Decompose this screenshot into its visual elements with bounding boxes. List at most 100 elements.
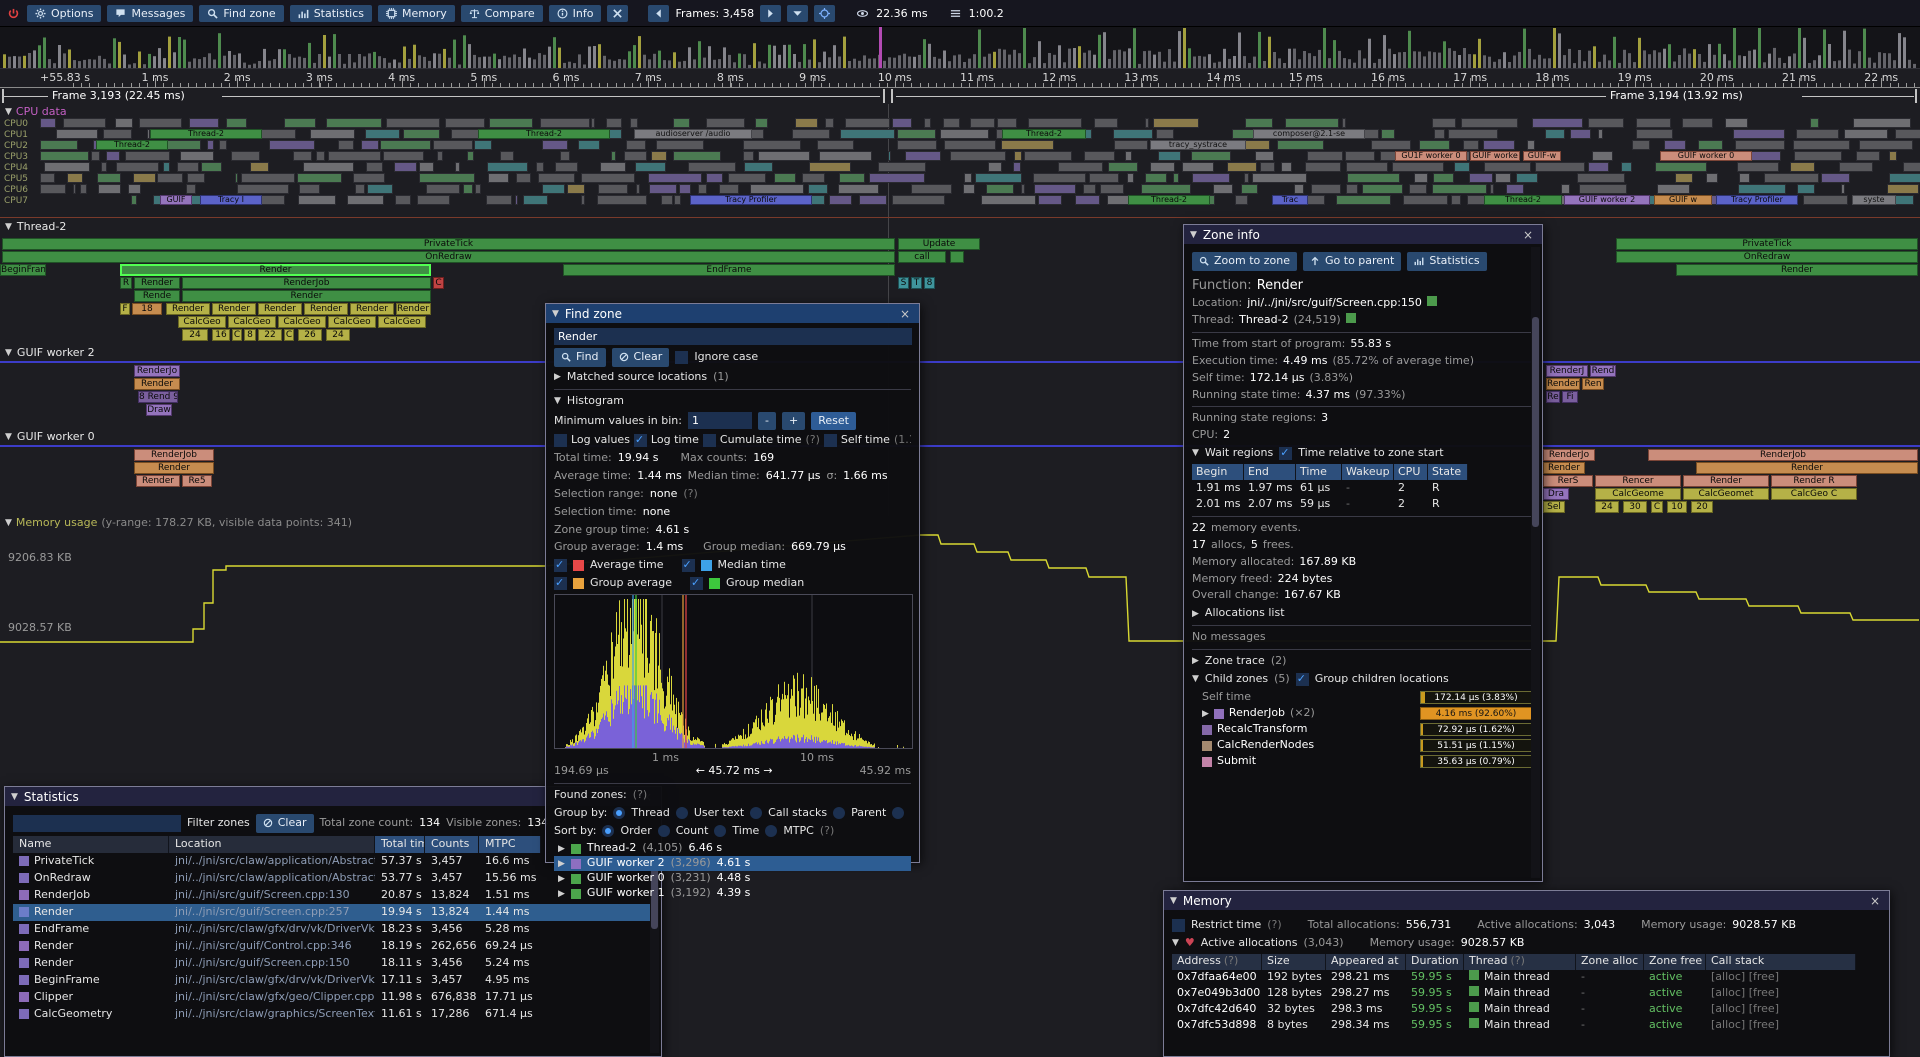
timeline-zone[interactable]: 24 [182, 329, 208, 341]
cpu-activity-segment[interactable] [394, 162, 417, 172]
cpu-activity-segment[interactable] [1089, 173, 1119, 183]
cpu-labeled-segment[interactable]: GUIF worke [1470, 151, 1520, 161]
log-time-checkbox[interactable] [633, 433, 647, 448]
timeline-zone[interactable]: CalcGeo C [1771, 488, 1857, 500]
column-header[interactable]: Size [1262, 953, 1326, 970]
cpu-activity-segment[interactable] [838, 184, 879, 194]
cpu-activity-segment[interactable] [1803, 195, 1848, 205]
cpu-activity-segment[interactable] [1075, 195, 1100, 205]
found-zone-group[interactable]: ▶ GUIF worker 2 (3,296) 4.61 s [554, 856, 911, 872]
clear-button[interactable]: Clear [611, 348, 670, 367]
timeline-zone[interactable]: C [433, 277, 444, 289]
wait-region-row[interactable]: 2.01 ms 2.07 ms 59 µs -2 R [1196, 496, 1440, 510]
cpu-activity-segment[interactable] [1432, 118, 1456, 128]
timeline-zone[interactable]: S [898, 277, 909, 289]
cpu-activity-segment[interactable] [1127, 173, 1134, 183]
radio-option[interactable] [602, 824, 615, 837]
cpu-activity-segment[interactable] [555, 162, 578, 172]
next-frame-button[interactable] [760, 4, 782, 22]
cpu-activity-segment[interactable] [1347, 173, 1400, 183]
table-row[interactable]: RenderJob jni/../jni/src/guif/Screen.cpp:… [13, 887, 653, 904]
collapse-icon[interactable]: ▼ [1190, 229, 1197, 240]
cpu-activity-segment[interactable] [1432, 184, 1487, 194]
timeline-zone[interactable]: Sel [1543, 501, 1565, 513]
cpu-activity-segment[interactable] [1451, 195, 1461, 205]
cpu-activity-segment[interactable] [1844, 129, 1888, 139]
cpu-activity-segment[interactable] [1192, 173, 1230, 183]
timeline-zone[interactable]: OnRedraw [2, 251, 895, 263]
column-header[interactable]: Wakeup [1342, 463, 1394, 480]
timeline-zone[interactable]: C [1651, 501, 1663, 513]
cpu-labeled-segment[interactable]: Thread-2 [478, 129, 610, 139]
memory-usage-header[interactable]: ▼ Memory usage (y-range: 178.27 KB, visi… [5, 516, 353, 529]
allocations-list-header[interactable]: ▶ Allocations list [1192, 606, 1285, 620]
collapse-icon[interactable]: ▼ [552, 308, 559, 319]
cpu-activity-segment[interactable] [1733, 129, 1785, 139]
thread-color-swatch[interactable] [1345, 313, 1356, 324]
column-header[interactable]: Call stack [1706, 953, 1856, 970]
cpu-activity-segment[interactable] [540, 118, 590, 128]
cpu-activity-segment[interactable] [630, 118, 638, 128]
cpu-activity-segment[interactable] [1675, 173, 1693, 183]
cpu-activity-segment[interactable] [1277, 140, 1324, 150]
cpu-data-header[interactable]: ▼ CPU data [5, 105, 67, 118]
cpu-activity-segment[interactable] [328, 151, 381, 161]
cpu-activity-segment[interactable] [1153, 118, 1199, 128]
cpu-activity-segment[interactable] [1469, 173, 1493, 183]
go-to-parent-button[interactable]: Go to parent [1303, 252, 1402, 271]
timeline-zone[interactable]: Render [212, 303, 256, 315]
cpu-activity-segment[interactable] [326, 118, 382, 128]
cpu-activity-segment[interactable] [180, 151, 214, 161]
allocation-row[interactable]: 0x7e049b3d00 128 bytes 298.27 ms 59.95 s Mai… [1172, 986, 1881, 1002]
cpu-activity-segment[interactable] [1038, 195, 1062, 205]
timeline-zone[interactable]: CalcGeomet [1683, 488, 1769, 500]
cpu-activity-segment[interactable] [1889, 173, 1920, 183]
cpu-activity-segment[interactable] [1156, 129, 1174, 139]
cpu-labeled-segment[interactable]: Tracy Profiler [690, 195, 812, 205]
cpu-activity-segment[interactable] [988, 162, 1002, 172]
timeline-zone[interactable]: RenderJob [1648, 449, 1918, 461]
timeline-zone[interactable]: Render [1546, 378, 1580, 390]
cpu-activity-segment[interactable] [651, 151, 667, 161]
cpu-activity-segment[interactable] [661, 195, 673, 205]
table-row[interactable]: BeginFrame jni/../jni/src/claw/gfx/drv/vk… [13, 972, 653, 989]
column-header[interactable]: Location [169, 835, 375, 853]
table-row[interactable]: PrivateTick jni/../jni/src/claw/applicati… [13, 853, 653, 870]
time-ruler[interactable]: +55.83 s 1 ms 2 ms 3 ms 4 ms 5 ms 6 ms 7 ms 8 m… [0, 69, 1920, 88]
column-header[interactable]: Counts [425, 835, 479, 853]
cpu-activity-segment[interactable] [986, 184, 1014, 194]
cpu-activity-segment[interactable] [792, 129, 830, 139]
radio-option[interactable] [833, 807, 846, 820]
cpu-activity-segment[interactable] [1483, 140, 1515, 150]
cpu-activity-segment[interactable] [338, 140, 354, 150]
timeline-zone[interactable]: CalcGeo [328, 316, 376, 328]
allocation-row[interactable]: 0x7dfc42d640 32 bytes 298.3 ms 59.95 s Main … [1172, 1002, 1881, 1018]
find-zone-titlebar[interactable]: ▼ Find zone × [546, 304, 919, 323]
cpu-activity-segment[interactable] [500, 151, 514, 161]
child-zones-header[interactable]: ▼ Child zones (5) Group children locatio… [1192, 672, 1534, 687]
cpu-activity-segment[interactable] [581, 195, 585, 205]
cpu-activity-segment[interactable] [750, 184, 804, 194]
timeline-zone[interactable]: C [232, 329, 242, 341]
cpu-activity-segment[interactable] [437, 151, 443, 161]
cpu-activity-segment[interactable] [419, 173, 475, 183]
cpu-activity-segment[interactable] [924, 118, 931, 128]
cpu-activity-segment[interactable] [581, 173, 635, 183]
cpu-activity-segment[interactable] [347, 195, 384, 205]
timeline-zone[interactable]: CalcGeo [178, 316, 226, 328]
allocation-row[interactable]: 0x7dfc53d898 8 bytes 298.34 ms 59.95 s Main … [1172, 1018, 1881, 1034]
timeline-zone[interactable]: Render [134, 378, 180, 390]
zone-statistics-button[interactable]: Statistics [1407, 252, 1487, 271]
cpu-activity-segment[interactable] [1021, 184, 1025, 194]
timeline-zone[interactable]: Render R [1771, 475, 1857, 487]
timeline-zone[interactable]: CalcGeo [278, 316, 326, 328]
zone-info-scrollbar[interactable] [1531, 247, 1540, 878]
source-color-swatch[interactable] [1426, 296, 1437, 307]
guif0-header[interactable]: ▼ GUIF worker 0 [5, 430, 95, 443]
cpu-activity-segment[interactable] [878, 162, 926, 172]
child-zone-time-bar[interactable]: 51.51 µs (1.15%) [1420, 738, 1532, 752]
cpu-activity-segment[interactable] [516, 173, 531, 183]
cpu-activity-segment[interactable] [67, 173, 83, 183]
column-header[interactable]: Zone free [1644, 953, 1706, 970]
column-header[interactable]: Duration [1406, 953, 1464, 970]
